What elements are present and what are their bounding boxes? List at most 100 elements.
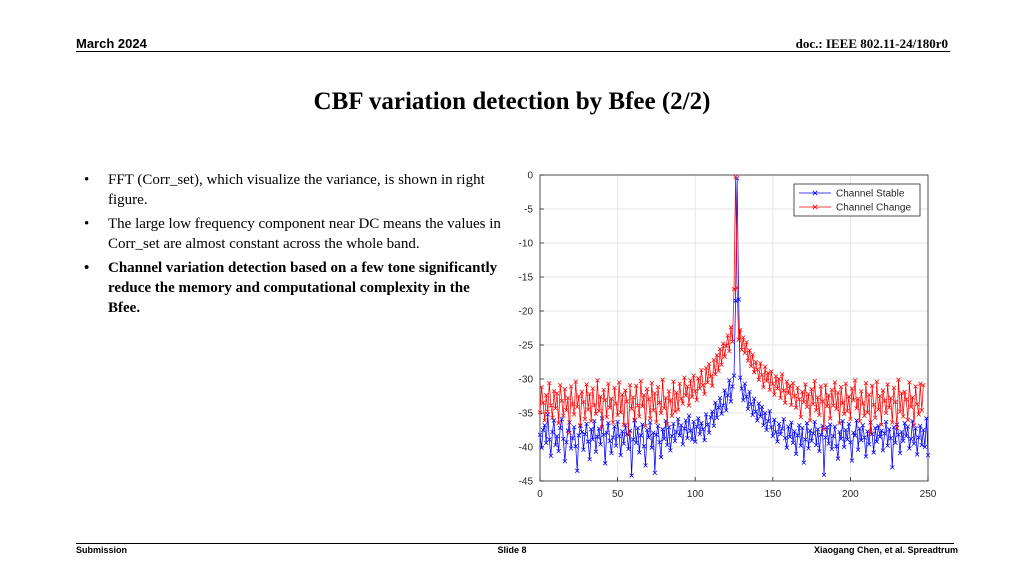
- data-point-marker: [772, 417, 777, 423]
- data-point-marker: [677, 381, 682, 387]
- data-point-marker: [865, 429, 870, 434]
- data-point-marker: [682, 375, 687, 380]
- data-point-marker: [643, 463, 648, 468]
- data-point-marker: [574, 404, 580, 410]
- data-point-marker: [655, 384, 661, 390]
- data-point-marker: [922, 444, 928, 450]
- data-point-marker: [571, 412, 577, 417]
- data-point-marker: [879, 422, 884, 427]
- data-point-marker: [913, 426, 918, 431]
- data-point-marker: [556, 448, 561, 454]
- data-point-marker: [627, 382, 633, 388]
- header-divider: [76, 51, 950, 52]
- data-point-marker: [829, 387, 835, 393]
- data-point-marker: [564, 408, 569, 413]
- data-point-marker: [660, 377, 665, 382]
- data-point-marker: [775, 386, 780, 391]
- data-point-marker: [647, 416, 653, 421]
- data-point-marker: [872, 415, 878, 421]
- data-point-marker: [908, 404, 914, 410]
- data-point-marker: [702, 437, 707, 443]
- footer-slide-number: Slide 8: [497, 545, 527, 555]
- data-point-marker: [573, 444, 578, 449]
- data-point-marker: [573, 379, 578, 384]
- data-point-marker: [914, 401, 920, 407]
- data-point-marker: [764, 427, 769, 433]
- data-point-marker: [765, 370, 771, 376]
- data-point-marker: [796, 397, 802, 402]
- data-point-marker: [890, 420, 895, 425]
- data-point-marker: [868, 431, 873, 436]
- data-point-marker: [688, 378, 693, 383]
- data-point-marker: [748, 363, 754, 369]
- data-point-marker: [761, 384, 766, 390]
- data-point-marker: [823, 435, 828, 440]
- data-point-marker: [702, 391, 707, 397]
- data-point-marker: [629, 473, 634, 478]
- data-point-marker: [578, 422, 583, 428]
- data-point-marker: [579, 429, 585, 435]
- data-point-marker: [606, 420, 611, 426]
- data-point-marker: [640, 422, 645, 427]
- data-point-marker: [751, 396, 757, 401]
- data-point-marker: [587, 391, 592, 397]
- data-point-marker: [838, 384, 844, 390]
- data-point-marker: [668, 398, 673, 404]
- data-point-marker: [778, 395, 783, 401]
- data-point-marker: [770, 381, 776, 387]
- bullet-marker: •: [84, 260, 90, 276]
- data-point-marker: [843, 381, 849, 387]
- data-point-marker: [885, 443, 890, 448]
- data-point-marker: [706, 430, 712, 435]
- data-point-marker: [818, 384, 824, 389]
- data-point-marker: [717, 346, 723, 352]
- data-point-marker: [553, 442, 558, 448]
- data-point-marker: [680, 442, 686, 447]
- data-point-marker: [700, 382, 706, 388]
- fft-chart: 0 50 100 150 200 250 0 -5 -10 -15 -20 -25 -30 -35 -40 -…: [519, 171, 937, 501]
- data-point-marker: [854, 405, 859, 411]
- data-point-marker: [581, 447, 586, 452]
- data-point-marker: [911, 422, 917, 428]
- data-point-marker: [894, 425, 900, 431]
- data-point-marker: [561, 413, 566, 418]
- data-point-marker: [637, 414, 642, 419]
- data-point-marker: [710, 383, 715, 389]
- data-point-marker: [734, 285, 740, 291]
- data-point-marker: [731, 286, 737, 292]
- data-point-marker: [688, 428, 693, 433]
- data-point-marker: [795, 385, 800, 391]
- footer-authors: Xiaogang Chen, et al. Spreadtrum: [813, 545, 958, 555]
- data-point-marker: [736, 337, 741, 342]
- data-point-marker: [900, 414, 906, 419]
- data-point-marker: [776, 421, 782, 427]
- data-point-marker: [540, 400, 546, 406]
- data-point-marker: [792, 393, 797, 399]
- data-point-marker: [838, 436, 844, 442]
- data-point-marker: [618, 452, 623, 458]
- data-point-marker: [852, 378, 858, 383]
- data-point-marker: [584, 382, 589, 387]
- data-point-marker: [764, 378, 769, 384]
- data-point-marker: [765, 418, 771, 424]
- data-point-marker: [590, 386, 596, 391]
- data-point-marker: [675, 407, 681, 412]
- data-point-marker: [781, 388, 786, 393]
- data-point-marker: [587, 456, 592, 462]
- data-point-marker: [860, 422, 866, 428]
- data-point-marker: [640, 403, 645, 409]
- data-point-marker: [837, 420, 842, 426]
- data-point-marker: [818, 432, 824, 438]
- data-point-marker: [725, 333, 731, 338]
- data-point-marker: [786, 391, 791, 396]
- data-point-marker: [874, 439, 880, 444]
- data-point-marker: [710, 409, 715, 414]
- bullet-text: The large low frequency component near D…: [108, 216, 501, 252]
- y-tick-label: -25: [519, 341, 534, 352]
- data-point-marker: [598, 442, 603, 447]
- data-point-marker: [798, 443, 804, 448]
- data-point-marker: [551, 388, 557, 394]
- data-point-marker: [858, 388, 864, 394]
- data-point-marker: [626, 446, 631, 452]
- data-point-marker: [619, 429, 625, 434]
